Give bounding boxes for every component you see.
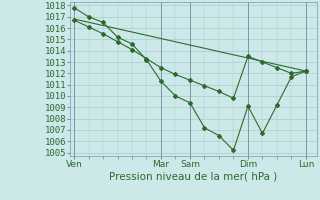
- X-axis label: Pression niveau de la mer( hPa ): Pression niveau de la mer( hPa ): [109, 172, 278, 182]
